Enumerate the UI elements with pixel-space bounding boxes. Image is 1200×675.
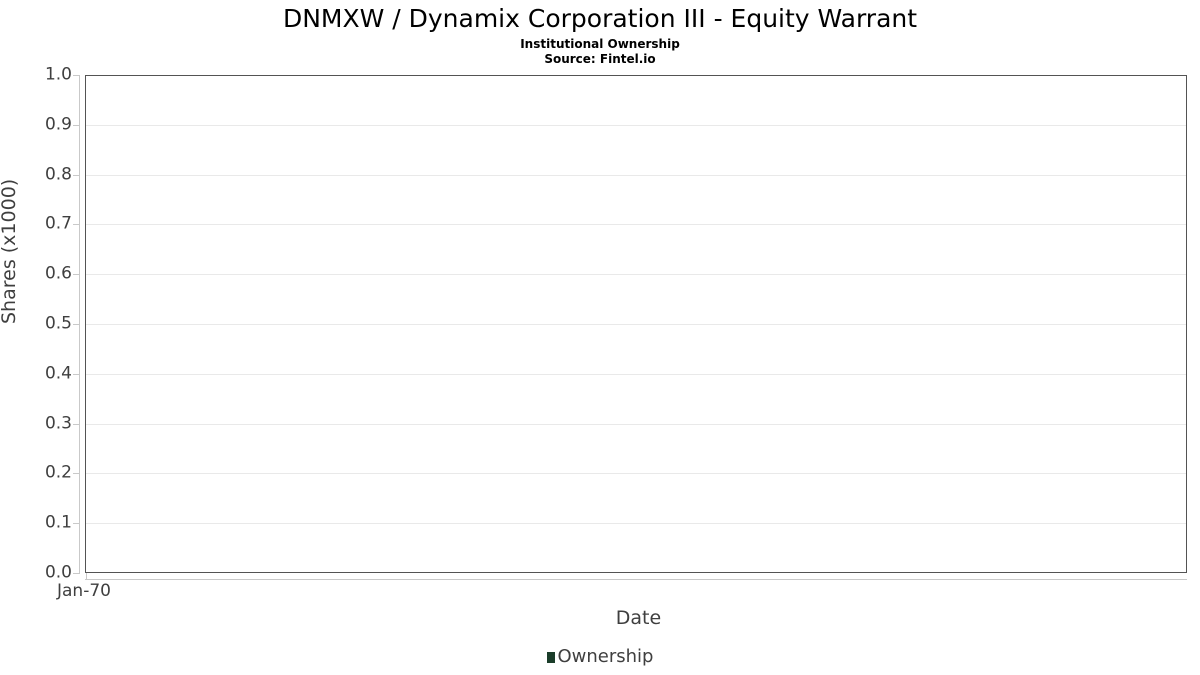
chart-subtitle: Institutional Ownership xyxy=(520,37,680,51)
y-tick-mark xyxy=(73,573,79,574)
legend-swatch-icon xyxy=(546,651,555,663)
chart-source-label: Source: Fintel.io xyxy=(544,52,656,66)
legend-item-ownership[interactable]: Ownership xyxy=(546,646,654,667)
gridline-horizontal xyxy=(86,174,1186,176)
y-tick-label: 0.3 xyxy=(44,413,72,434)
x-tick-mark xyxy=(86,573,87,579)
gridline-horizontal xyxy=(86,224,1186,226)
gridline-horizontal xyxy=(86,324,1186,325)
y-tick-label: 0.5 xyxy=(44,313,72,334)
x-tick-label: Jan-70 xyxy=(57,581,111,601)
y-tick-label: 0.6 xyxy=(44,263,72,284)
y-tick-label: 1.0 xyxy=(44,64,72,85)
y-tick-label: 0.1 xyxy=(44,512,72,533)
y-tick-mark xyxy=(73,473,79,474)
plot-area xyxy=(85,75,1187,573)
y-tick-label: 0.4 xyxy=(44,363,72,384)
y-tick-mark xyxy=(73,424,79,425)
y-axis-spine xyxy=(79,75,80,574)
legend-item-label: Ownership xyxy=(557,646,654,667)
y-tick-mark xyxy=(73,175,79,176)
gridline-horizontal xyxy=(86,124,1186,126)
y-tick-mark xyxy=(73,523,79,524)
gridline-horizontal xyxy=(86,423,1186,425)
y-tick-label: 0.7 xyxy=(44,213,72,234)
y-tick-mark xyxy=(73,374,79,375)
y-axis-title: Shares (x1000) xyxy=(0,178,20,324)
y-tick-label: 0.9 xyxy=(44,114,72,135)
y-tick-label: 0.2 xyxy=(44,462,72,483)
chart-legend: Ownership xyxy=(0,648,1200,666)
y-tick-mark xyxy=(73,125,79,126)
gridline-horizontal xyxy=(86,473,1186,475)
x-axis-spine xyxy=(85,579,1187,580)
y-tick-label: 0.0 xyxy=(44,562,72,583)
chart-header: DNMXW / Dynamix Corporation III - Equity… xyxy=(0,0,1200,67)
gridline-horizontal xyxy=(86,523,1186,525)
y-tick-mark xyxy=(73,224,79,225)
y-tick-mark xyxy=(73,75,79,76)
gridline-horizontal xyxy=(86,274,1186,276)
y-tick-label: 0.8 xyxy=(44,164,72,185)
x-axis-title: Date xyxy=(615,607,662,629)
gridline-horizontal xyxy=(86,373,1186,375)
chart-title: DNMXW / Dynamix Corporation III - Equity… xyxy=(282,4,918,33)
y-tick-mark xyxy=(73,324,79,325)
y-tick-mark xyxy=(73,274,79,275)
